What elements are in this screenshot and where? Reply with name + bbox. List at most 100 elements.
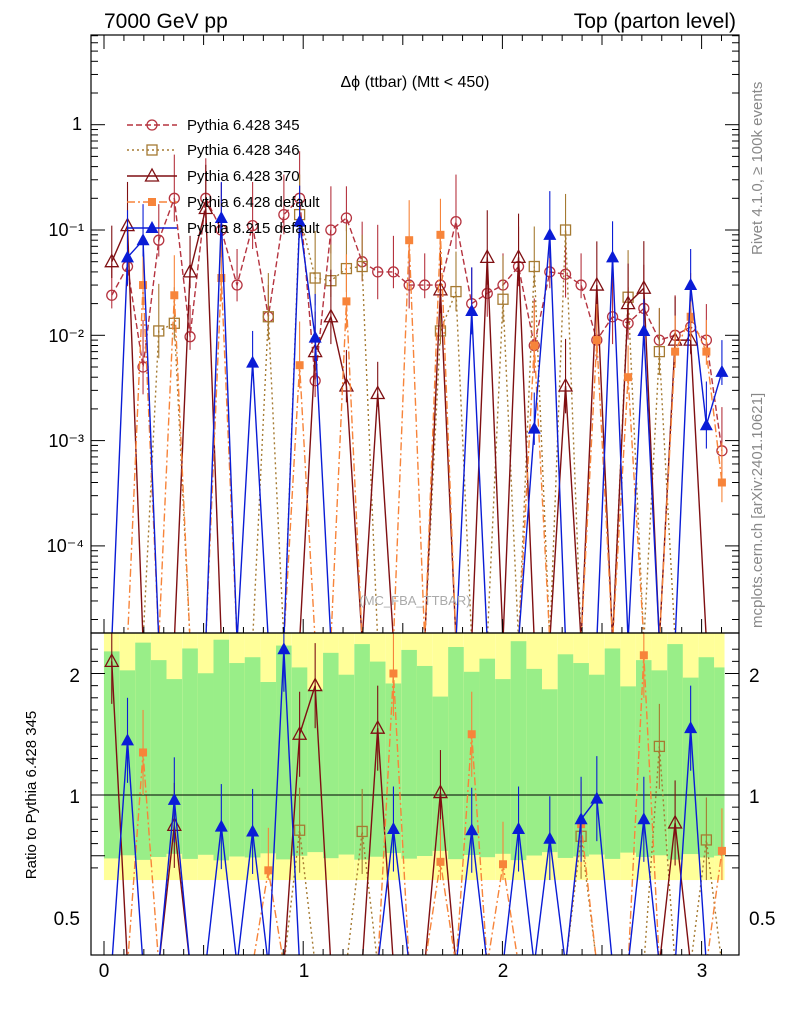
band-green-29: [557, 654, 574, 858]
series-4: [111, 181, 729, 633]
ratio-3-point: [543, 831, 557, 844]
chart-title: Δϕ (ttbar) (Mtt < 450): [340, 74, 489, 91]
legend-label-4: Pythia 8.215 default: [187, 220, 320, 237]
ratio-1-point: [370, 719, 386, 734]
series-0-point: [325, 224, 337, 236]
band-green-19: [401, 649, 417, 859]
series-1-point: [168, 317, 180, 329]
band-green-33: [620, 686, 636, 853]
band-green-36: [667, 644, 683, 860]
ratio-0-point: [293, 824, 306, 836]
band-green-0: [103, 651, 120, 859]
series-2-point: [479, 248, 495, 263]
ratio-uncertainty-bands: [91, 633, 739, 955]
series-0-point: [372, 266, 384, 278]
y-tick-label-1: 1: [72, 114, 82, 134]
band-green-18: [385, 683, 402, 854]
series-3-point: [671, 347, 680, 356]
series-0-point: [340, 212, 353, 224]
ratio-1-point: [432, 784, 449, 799]
mcplots-label: mcplots.cern.ch [arXiv:2401.10621]: [749, 393, 766, 628]
band-green-20: [416, 665, 433, 856]
series-4-point: [293, 214, 307, 227]
series-1-point: [262, 311, 274, 323]
series-line-1: [142, 214, 676, 633]
legend-marker-0: [146, 119, 158, 131]
legend-label-1: Pythia 6.428 346: [187, 142, 300, 159]
band-green-13: [307, 689, 323, 853]
ratio-3-point: [684, 721, 698, 734]
series-2-point: [589, 276, 605, 291]
x-tick-label-3: 3: [697, 961, 708, 982]
ratio-3-point: [590, 791, 604, 804]
header-right: Top (parton level): [574, 10, 736, 33]
ratio-2-point: [139, 748, 148, 757]
ratio-2-point: [467, 730, 476, 739]
series-3-point: [295, 361, 304, 370]
series-1: [142, 174, 676, 633]
series-0-point: [481, 287, 493, 300]
ratio-2-point: [436, 857, 445, 866]
ratio-2-point: [639, 651, 648, 660]
band-green-9: [244, 657, 261, 858]
series-3-point: [592, 336, 601, 345]
y-tick-label-1e-2: 10⁻²: [48, 326, 84, 346]
series-2-point: [636, 279, 652, 294]
series-2-point: [432, 281, 449, 296]
ratio-1-point: [104, 652, 120, 667]
series-3-point: [702, 347, 711, 356]
ratio-tick-left-2: 2: [69, 666, 80, 687]
series-2-point: [370, 385, 386, 400]
ratio-0-point: [356, 825, 368, 838]
x-tick-label-2: 2: [498, 961, 509, 982]
ratio-3-point: [512, 822, 526, 835]
x-tick-label-1: 1: [299, 961, 310, 982]
band-green-8: [229, 663, 245, 857]
series-3-point: [624, 373, 633, 382]
ratio-3-point: [637, 812, 651, 825]
series-0-point: [106, 289, 118, 301]
band-green-25: [495, 679, 511, 854]
band-green-32: [604, 648, 621, 859]
y-tick-label-1e-3: 10⁻³: [48, 431, 84, 451]
ratio-0-point: [700, 834, 713, 846]
ratio-2-point: [264, 866, 273, 875]
band-green-34: [636, 660, 652, 857]
series-line-3: [127, 234, 723, 633]
header-left: 7000 GeV pp: [104, 10, 228, 33]
ratio-3-point: [246, 824, 260, 837]
series-4-point: [465, 304, 479, 317]
ratio-3-point: [277, 642, 291, 655]
ratio-1-point: [292, 725, 308, 740]
ratio-3-point: [574, 812, 588, 825]
legend-marker-1: [146, 144, 158, 156]
series-3-point: [217, 274, 226, 283]
ratio-tick-left-1: 1: [69, 787, 80, 808]
series-0-point: [559, 268, 572, 280]
ratio-series-2: [127, 633, 726, 955]
series-1-point: [653, 345, 666, 358]
band-green-11: [276, 645, 292, 860]
band-green-3: [150, 660, 167, 857]
ratio-0-point: [653, 740, 666, 753]
y-tick-label-1e-1: 10⁻¹: [48, 220, 84, 240]
series-4-point: [684, 278, 698, 291]
series-4-point: [543, 227, 557, 240]
band-green-6: [197, 673, 214, 855]
x-tick-label-0: 0: [99, 961, 110, 982]
series-0-point: [168, 192, 180, 204]
series-0-point: [403, 279, 415, 291]
series-2-point: [620, 295, 636, 310]
ratio-series-3: [111, 633, 707, 955]
series-1-point: [559, 224, 572, 236]
series-0-point: [184, 331, 196, 343]
plot-frames: [90, 34, 740, 956]
series-1-point: [497, 293, 509, 305]
series-3-point: [170, 291, 179, 300]
ratio-series-group: [104, 633, 726, 955]
ratio-line-3: [111, 649, 707, 955]
series-4-point: [715, 364, 729, 377]
series-1-point: [309, 272, 321, 284]
series-4-point: [308, 330, 322, 343]
